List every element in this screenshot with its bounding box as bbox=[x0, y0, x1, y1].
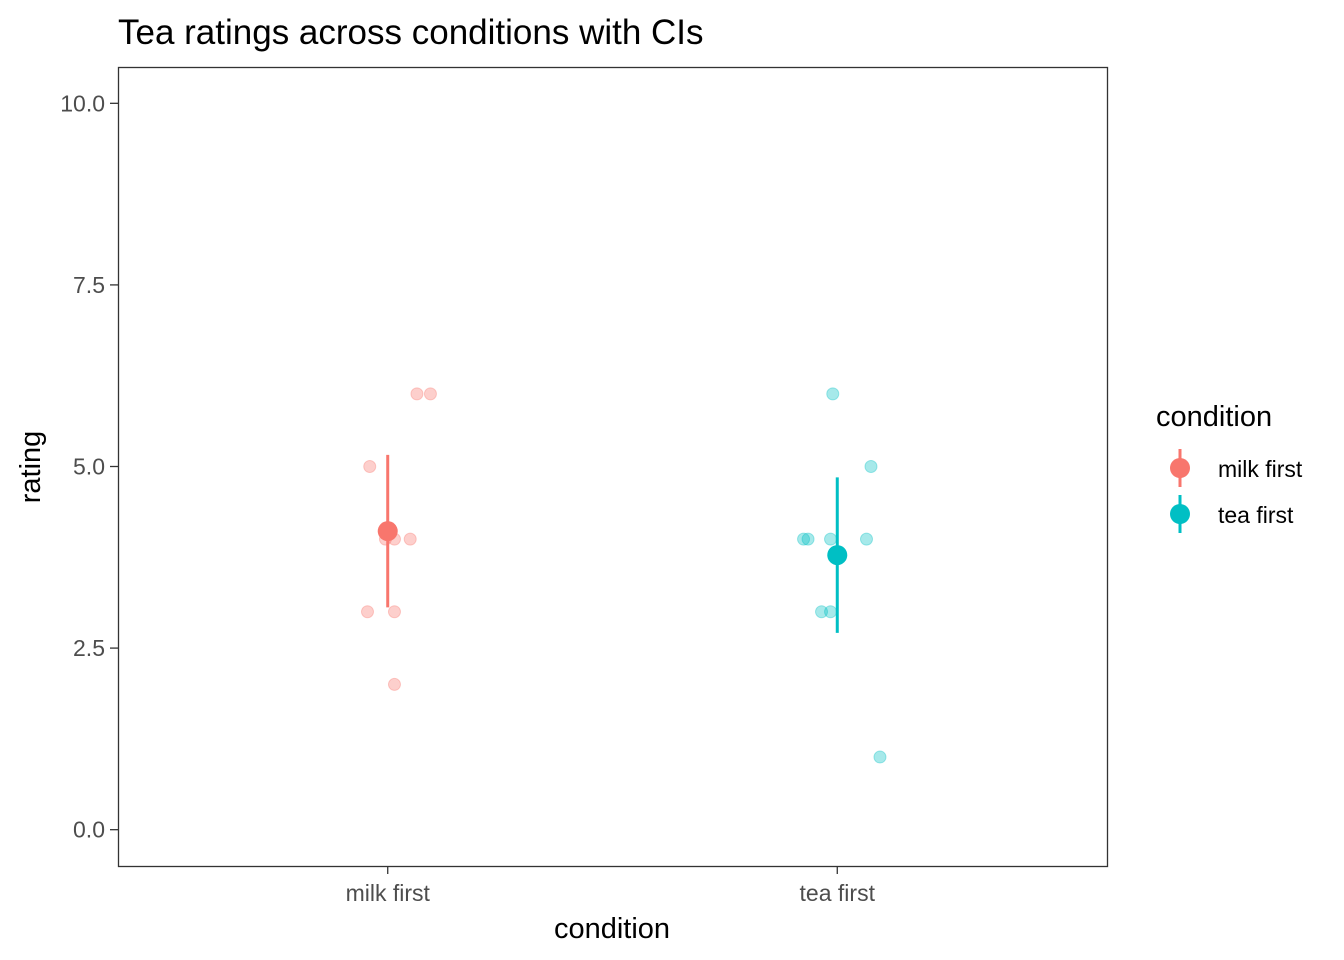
x-axis: milk first tea first bbox=[346, 866, 876, 906]
y-tick-label: 0.0 bbox=[73, 817, 105, 843]
y-tick-label: 5.0 bbox=[73, 454, 105, 480]
data-point bbox=[824, 532, 838, 546]
data-point bbox=[859, 532, 873, 546]
x-tick-label: tea first bbox=[800, 880, 876, 906]
data-point bbox=[815, 605, 829, 619]
y-tick-label: 7.5 bbox=[73, 272, 105, 298]
mean-point bbox=[827, 545, 848, 566]
plot-panel bbox=[117, 66, 1109, 868]
data-point bbox=[387, 677, 401, 691]
legend: condition milk first tea first bbox=[1156, 401, 1303, 533]
mean-point bbox=[377, 521, 398, 542]
legend-key-point bbox=[1170, 504, 1190, 524]
mean-ci-layer bbox=[377, 454, 848, 633]
data-point bbox=[801, 532, 815, 546]
x-tick-label: milk first bbox=[346, 880, 431, 906]
data-point bbox=[864, 460, 878, 473]
data-point bbox=[363, 460, 377, 473]
data-point bbox=[360, 605, 374, 619]
data-point bbox=[873, 750, 887, 764]
y-tick-label: 2.5 bbox=[73, 635, 105, 661]
data-point bbox=[387, 605, 401, 619]
x-axis-title: condition bbox=[554, 913, 670, 945]
data-point bbox=[824, 605, 838, 619]
legend-label: milk first bbox=[1218, 456, 1303, 482]
data-point bbox=[403, 532, 417, 546]
chart-title: Tea ratings across conditions with CIs bbox=[118, 13, 704, 52]
legend-title: condition bbox=[1156, 401, 1272, 433]
data-point bbox=[410, 387, 424, 401]
data-point bbox=[826, 387, 840, 401]
legend-label: tea first bbox=[1218, 502, 1294, 528]
data-point bbox=[423, 387, 437, 401]
legend-key-point bbox=[1170, 458, 1190, 478]
data-point bbox=[797, 532, 811, 546]
y-tick-label: 10.0 bbox=[60, 90, 105, 116]
y-axis-title: rating bbox=[15, 431, 47, 504]
y-axis: 0.0 2.5 5.0 7.5 10.0 bbox=[60, 90, 118, 843]
